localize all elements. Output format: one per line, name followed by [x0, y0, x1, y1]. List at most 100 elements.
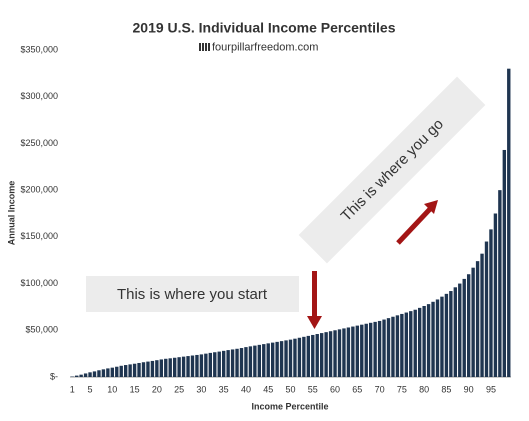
bar	[417, 307, 422, 377]
bar	[239, 348, 244, 377]
bar	[270, 342, 275, 377]
bar	[355, 325, 360, 377]
subtitle: fourpillarfreedom.com	[212, 41, 318, 53]
bar	[110, 367, 115, 377]
bar	[186, 356, 190, 377]
x-tick-label: 10	[107, 384, 117, 394]
x-tick-label: 20	[152, 384, 162, 394]
bar	[83, 373, 88, 377]
x-tick-label: 50	[285, 384, 295, 394]
bar	[208, 352, 213, 377]
annotation-box	[86, 276, 299, 312]
bar	[502, 149, 507, 377]
x-tick-label: 95	[486, 384, 496, 394]
bar	[155, 360, 159, 377]
bar	[426, 304, 431, 377]
bar	[79, 374, 83, 377]
bar	[489, 229, 493, 377]
bar	[266, 343, 270, 377]
bar	[199, 354, 204, 377]
x-tick-label: 15	[130, 384, 140, 394]
bar	[88, 372, 92, 377]
bar	[409, 311, 413, 377]
bar	[235, 348, 239, 377]
bar	[297, 337, 302, 377]
bar	[377, 320, 382, 377]
bar	[315, 334, 319, 377]
bar	[368, 322, 373, 377]
bar	[346, 327, 351, 377]
bar	[204, 353, 208, 377]
y-tick-label: $300,000	[20, 91, 58, 101]
bar	[360, 324, 364, 377]
bar	[302, 336, 306, 377]
bar	[195, 354, 199, 377]
bar	[284, 340, 288, 377]
bar	[141, 362, 146, 377]
bar	[404, 312, 409, 377]
bar	[279, 341, 284, 377]
bar	[213, 352, 217, 377]
bar	[262, 344, 266, 377]
bar	[333, 330, 337, 377]
x-tick-label: 75	[397, 384, 407, 394]
bar	[449, 291, 453, 377]
bar	[190, 355, 195, 377]
bar	[458, 283, 462, 377]
bar	[97, 370, 101, 377]
bar	[306, 335, 311, 377]
x-tick-label: 5	[88, 384, 93, 394]
bar	[364, 323, 368, 377]
bar	[422, 305, 426, 377]
bar	[386, 318, 391, 377]
bar	[431, 301, 435, 377]
bar	[137, 362, 141, 377]
bar	[324, 332, 328, 377]
bar	[115, 366, 119, 377]
bar	[440, 296, 444, 377]
bar	[181, 356, 186, 377]
y-tick-label: $200,000	[20, 185, 58, 195]
bar	[253, 345, 257, 377]
bar	[471, 267, 475, 377]
bar	[106, 368, 110, 377]
bar	[311, 334, 315, 377]
bar	[413, 309, 417, 377]
bar	[168, 358, 172, 377]
annotation-box	[298, 76, 486, 264]
bar	[435, 299, 440, 377]
bar	[382, 319, 386, 377]
bar	[226, 350, 230, 377]
bar	[257, 344, 262, 377]
x-tick-label: 70	[375, 384, 385, 394]
bar	[92, 371, 97, 377]
bar	[466, 274, 471, 377]
bar	[128, 364, 132, 377]
bar	[177, 357, 181, 377]
y-tick-label: $350,000	[20, 44, 58, 54]
x-tick-label: 1	[70, 384, 75, 394]
bar	[221, 350, 226, 377]
bar	[337, 329, 342, 377]
chart-title: 2019 U.S. Individual Income Percentiles	[133, 20, 396, 36]
bar	[248, 346, 253, 377]
plot-area: $- $50,000 $100,000 $150,000 $200,000 $250,00…	[20, 44, 511, 394]
y-tick-label: $250,000	[20, 138, 58, 148]
x-tick-label: 45	[263, 384, 273, 394]
logo-icon	[199, 43, 210, 51]
y-tick-label: $100,000	[20, 278, 58, 288]
bar	[475, 261, 480, 377]
bar	[400, 313, 404, 377]
bar	[395, 315, 400, 377]
y-tick-label: $50,000	[25, 325, 58, 335]
bar	[244, 347, 248, 377]
y-tick-label: $150,000	[20, 231, 58, 241]
bar	[342, 328, 346, 377]
y-axis-label: Annual Income	[6, 181, 16, 246]
bar	[328, 331, 333, 377]
bar	[288, 339, 293, 377]
annotation: This is where you start	[117, 286, 268, 303]
bar	[164, 358, 168, 377]
bar	[391, 316, 395, 377]
